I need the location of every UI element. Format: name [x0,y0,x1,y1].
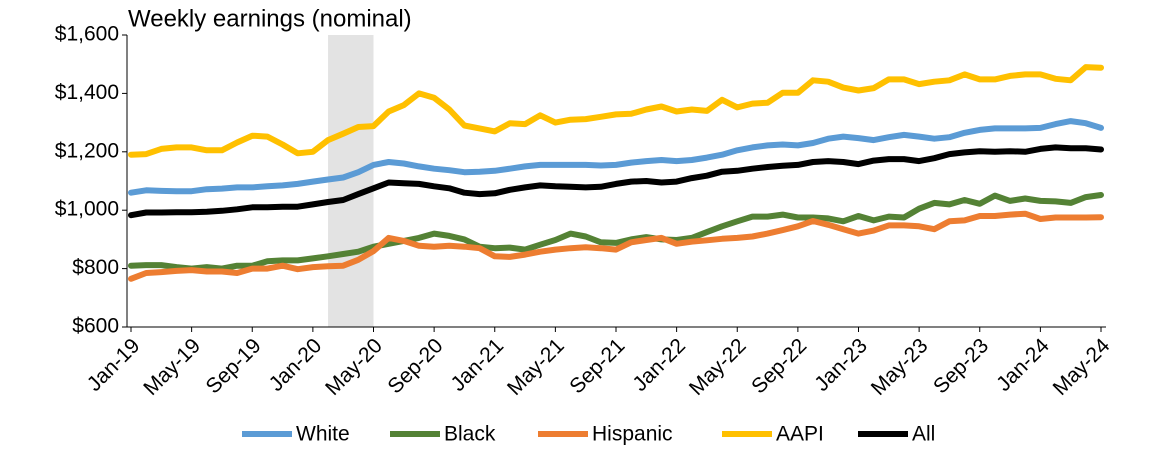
legend-label: Hispanic [592,423,673,446]
series-line [128,210,1104,282]
x-tick-label: Sep-21 [565,334,629,398]
series-line [128,144,1104,219]
y-tick-label: $1,400 [55,81,119,104]
x-tick-label: Sep-19 [202,334,266,398]
x-tick-label: Sep-23 [929,334,993,398]
x-tick-label: Jan-20 [265,334,327,396]
y-tick-label: $1,600 [55,23,119,46]
x-tick-label: Jan-24 [992,334,1054,396]
y-tick-label: $1,000 [55,198,119,221]
x-tick-label: May-24 [1049,334,1115,400]
legend-label: AAPI [776,423,824,446]
legend: White Black Hispanic AAPI All [242,423,935,446]
y-tick-label: $1,200 [55,139,119,162]
x-tick-label: May-21 [503,334,569,400]
y-tick-label: $800 [72,256,119,279]
x-tick-label: May-19 [139,334,205,400]
series-line [128,118,1104,196]
legend-label: White [296,423,350,446]
legend-label: All [912,423,935,446]
x-tick-label: Sep-20 [383,334,447,398]
series-line [128,64,1104,158]
x-tick-label: Jan-23 [810,334,872,396]
x-tick-label: Sep-22 [747,334,811,398]
chart-title: Weekly earnings (nominal) [128,5,412,32]
series-line [128,192,1104,272]
x-tick-label: May-20 [321,334,387,400]
x-tick-label: Jan-21 [447,334,509,396]
x-tick-label: May-22 [685,334,751,400]
x-tick-label: May-23 [867,334,933,400]
x-tick-label: Jan-22 [628,334,690,396]
x-tick-label: Jan-19 [83,334,145,396]
legend-label: Black [444,423,496,446]
y-tick-label: $600 [72,315,119,338]
